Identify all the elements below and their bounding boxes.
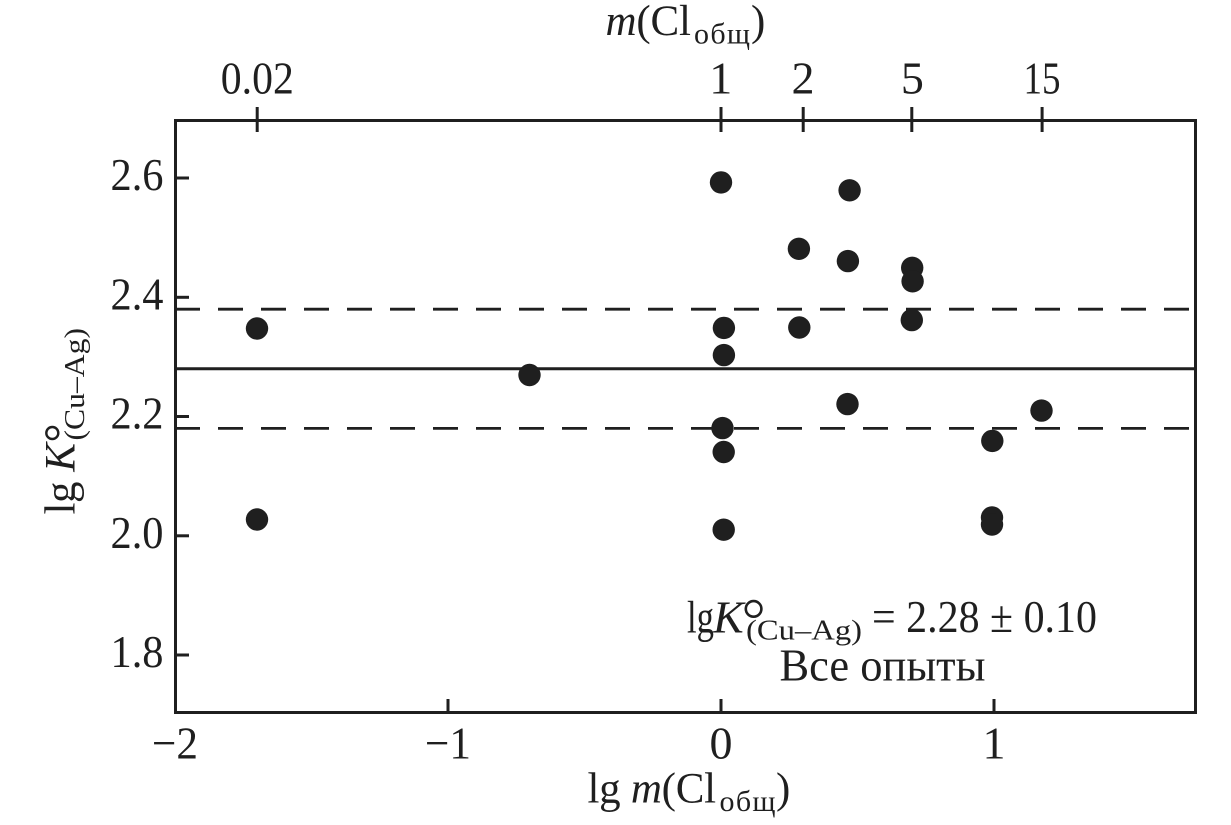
svg-text:Все опыты: Все опыты (780, 641, 986, 691)
svg-text:−2: −2 (152, 718, 198, 769)
svg-text:1: 1 (709, 52, 732, 103)
svg-text:K: K (712, 592, 746, 643)
svg-text:15: 15 (1024, 52, 1061, 103)
svg-text:2.2: 2.2 (111, 388, 164, 439)
svg-text:): ) (776, 766, 790, 813)
svg-text:m(Cl: m(Cl (606, 0, 692, 45)
svg-text:lg: lg (687, 593, 714, 643)
svg-text:(Cu–Ag): (Cu–Ag) (59, 328, 91, 441)
svg-text:2: 2 (792, 52, 815, 103)
svg-text:1: 1 (983, 718, 1006, 769)
svg-text:5: 5 (901, 52, 924, 103)
svg-text:0: 0 (710, 718, 733, 769)
svg-text:lg K: lg K (38, 441, 85, 515)
svg-text:(Cu–Ag): (Cu–Ag) (746, 616, 862, 647)
svg-text:lg m(Cl: lg m(Cl (588, 766, 717, 813)
svg-text:= 2.28 ± 0.10: = 2.28 ± 0.10 (872, 591, 1097, 642)
svg-text:1.8: 1.8 (111, 626, 164, 677)
svg-text:2.4: 2.4 (111, 269, 164, 320)
svg-text:общ: общ (720, 785, 776, 818)
svg-text:2.6: 2.6 (111, 149, 164, 200)
svg-text:общ: общ (694, 18, 750, 51)
svg-text:−1: −1 (425, 718, 471, 769)
svg-text:0.02: 0.02 (221, 52, 294, 103)
svg-text:): ) (751, 0, 765, 45)
svg-text:2.0: 2.0 (111, 507, 164, 558)
